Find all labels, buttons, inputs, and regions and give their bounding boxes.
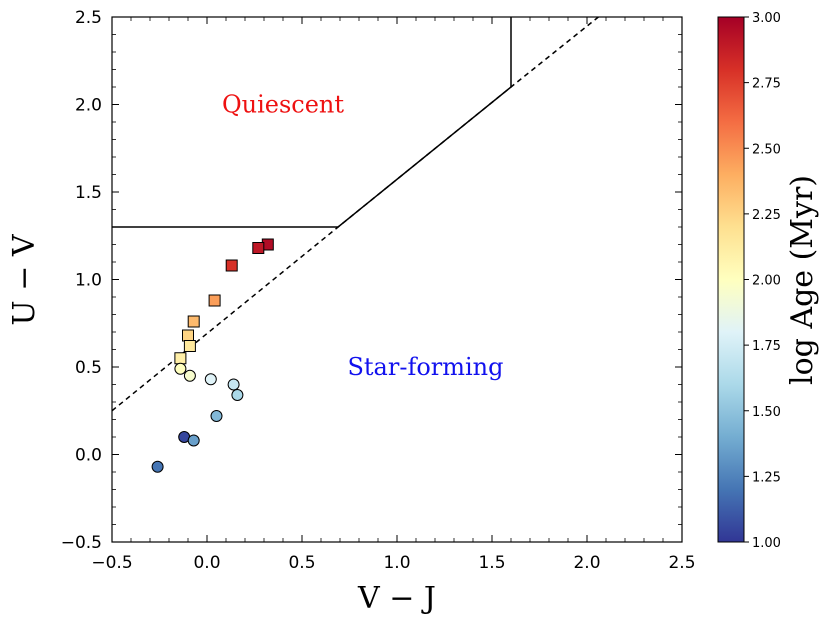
- circle-point: [187, 434, 200, 447]
- colorbar-tick-label: 2.25: [752, 208, 781, 223]
- data-points: [151, 238, 274, 473]
- x-tick-label: 2.0: [573, 553, 600, 573]
- boundary-dashed: [112, 17, 599, 412]
- colorbar-tick-label: 1.25: [752, 470, 781, 485]
- axis-ticks: −0.5 0.0 0.5 1.0 1.5 2.0 2.5 −0.5 0.0 0.5 1.0 1.5 2.…: [61, 8, 696, 573]
- x-tick-label: 1.5: [478, 553, 505, 573]
- colorbar-tick-label: 3.00: [752, 11, 781, 26]
- selection-boundaries: [112, 17, 599, 412]
- square-point: [174, 352, 187, 365]
- y-tick-label: 2.5: [75, 8, 102, 28]
- y-tick-label: −0.5: [61, 533, 102, 553]
- circle-point: [210, 410, 223, 422]
- square-point: [187, 315, 200, 328]
- square-point: [208, 294, 221, 307]
- x-tick-label: 1.0: [383, 553, 410, 573]
- colorbar-tick-label: 2.50: [752, 142, 781, 157]
- circle-point: [227, 378, 240, 391]
- x-axis-title: V − J: [357, 581, 436, 616]
- boundary-solid: [112, 17, 512, 228]
- x-tick-label: 0.5: [288, 553, 315, 573]
- colorbar-ticks: 1.00 1.25 1.50 1.75 2.00 2.25 2.50 2.75 3.00: [744, 11, 781, 551]
- y-axis-title: U − V: [7, 233, 42, 325]
- region-label-star-forming: Star-forming: [347, 353, 503, 381]
- region-label-quiescent: Quiescent: [222, 91, 344, 119]
- y-tick-label: 1.0: [75, 271, 102, 291]
- colorbar-tick-label: 1.50: [752, 405, 781, 420]
- plot-area: [111, 16, 683, 543]
- x-tick-label: 2.5: [668, 553, 695, 573]
- square-point: [252, 242, 265, 254]
- x-tick-label: 0.0: [193, 553, 220, 573]
- square-point: [182, 329, 194, 342]
- circle-point: [151, 460, 164, 473]
- colorbar-title: log Age (Myr): [785, 175, 820, 385]
- colorbar-tick-label: 2.75: [752, 77, 781, 92]
- colorbar-tick-label: 1.75: [752, 339, 781, 354]
- x-tick-label: −0.5: [91, 553, 132, 573]
- colorbar: [717, 16, 745, 543]
- y-tick-label: 0.0: [75, 446, 102, 466]
- circle-point: [174, 362, 187, 375]
- colorbar-tick-label: 1.00: [752, 536, 781, 551]
- circle-point: [183, 369, 196, 382]
- circle-point: [231, 389, 244, 401]
- y-tick-label: 0.5: [75, 358, 102, 378]
- circle-point: [204, 373, 217, 386]
- colorbar-tick-label: 2.00: [752, 274, 781, 289]
- y-tick-label: 1.5: [75, 183, 102, 203]
- y-tick-label: 2.0: [75, 96, 102, 116]
- square-point: [183, 340, 196, 352]
- square-point: [225, 259, 238, 272]
